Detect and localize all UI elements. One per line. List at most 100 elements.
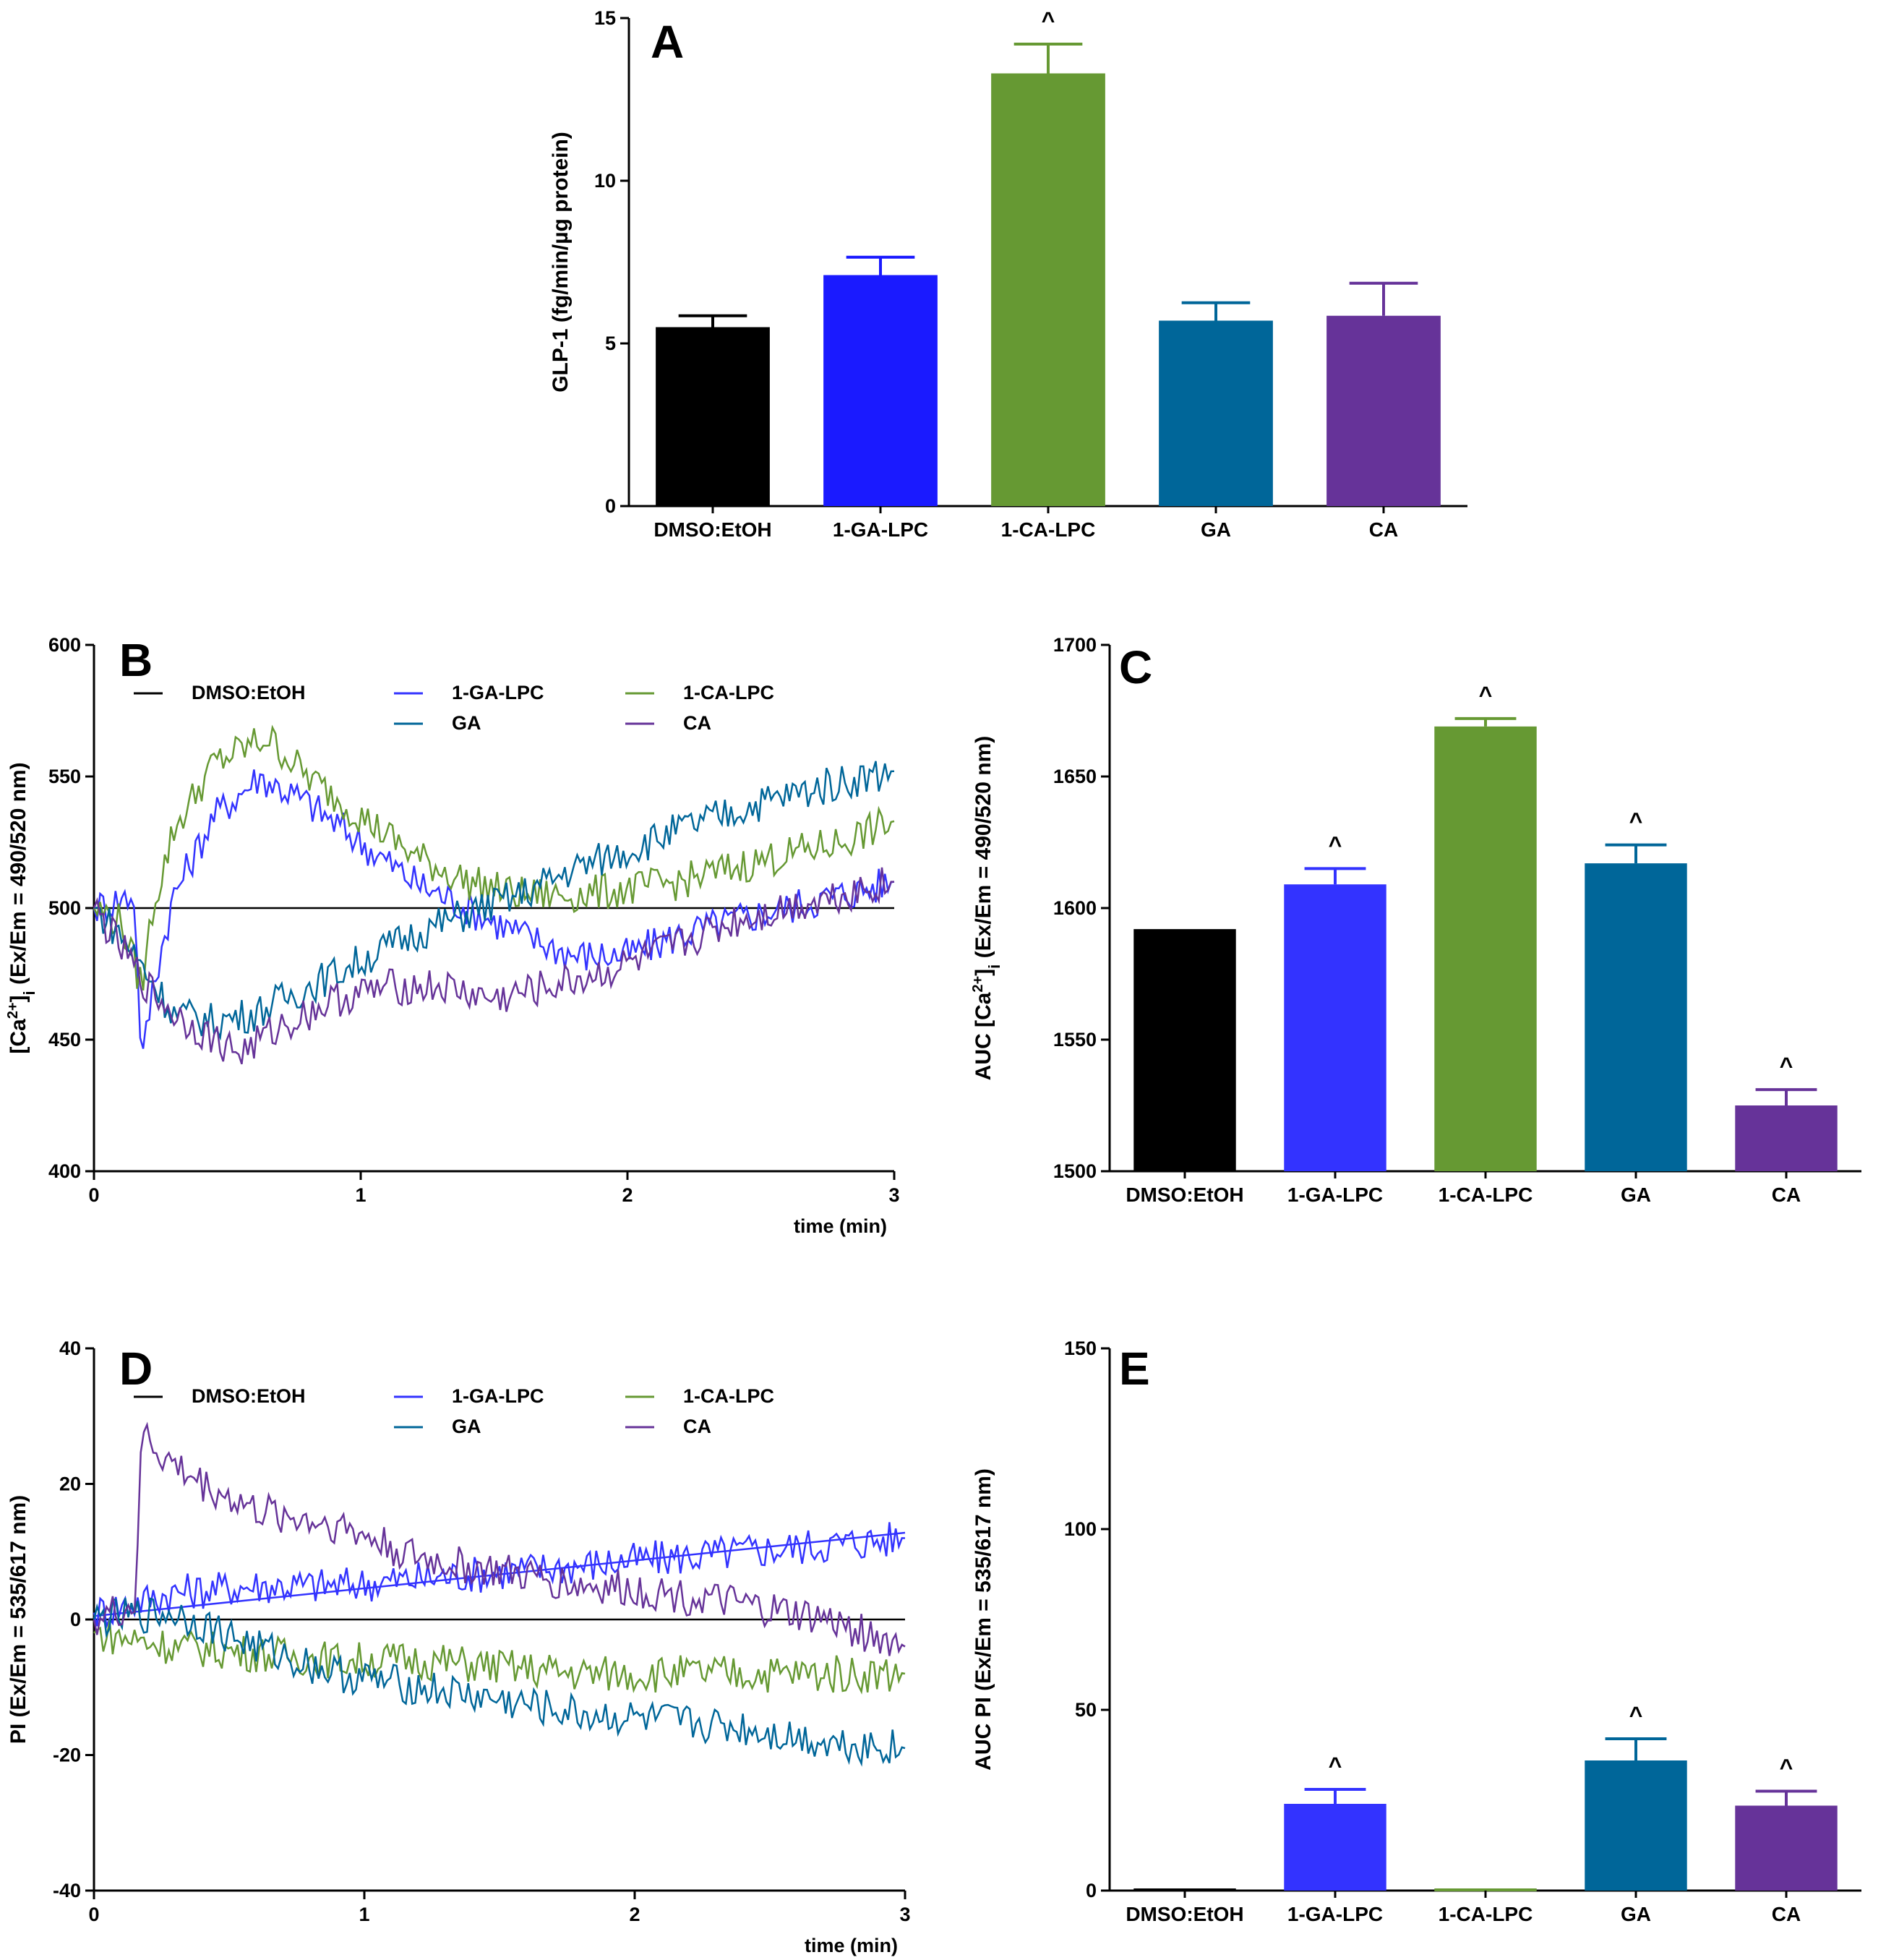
y-axis-label: AUC PI (Ex/Em = 535/617 nm) — [972, 1468, 995, 1771]
legend-label: GA — [452, 1416, 481, 1437]
y-tick-label: 0 — [605, 495, 616, 517]
significance-marker: ^ — [1629, 1702, 1643, 1728]
y-tick-label: 600 — [48, 634, 81, 656]
bar — [1326, 315, 1441, 506]
y-tick-label: 1700 — [1053, 634, 1097, 656]
panel-e: 0 50 100 150 DMSO:EtOH 1-GA-LPC ^ 1-CA-LPC GA ^ CA… — [972, 1338, 1861, 1925]
x-category-label: 1-GA-LPC — [1287, 1184, 1383, 1206]
x-category-label: 1-CA-LPC — [1439, 1903, 1533, 1925]
y-tick-label: 1650 — [1053, 766, 1097, 787]
bar — [1434, 726, 1537, 1171]
significance-marker: ^ — [1329, 831, 1342, 857]
x-category-label: CA — [1772, 1184, 1801, 1206]
panel-a: 0 5 10 15 DMSO:EtOH 1-GA-LPC 1-CA-LPC ^ GA CA A GLP… — [549, 7, 1467, 541]
panel-c: 1500 1550 1600 1650 1700 DMSO:EtOH 1-GA-LPC ^ 1-… — [970, 634, 1861, 1206]
x-tick-label: 3 — [899, 1904, 910, 1925]
x-tick-label: 0 — [88, 1184, 99, 1206]
x-category-label: CA — [1369, 518, 1398, 541]
x-tick-label: 1 — [355, 1184, 366, 1206]
bar — [1133, 929, 1236, 1171]
y-tick-label: 0 — [70, 1609, 81, 1630]
significance-marker: ^ — [1042, 7, 1055, 33]
significance-marker: ^ — [1329, 1753, 1342, 1779]
y-tick-label: 5 — [605, 333, 616, 354]
legend-label: DMSO:EtOH — [192, 1385, 306, 1407]
x-category-label: 1-CA-LPC — [1001, 518, 1096, 541]
panel-letter: B — [119, 634, 153, 686]
significance-marker: ^ — [1479, 682, 1493, 708]
x-category-label: 1-CA-LPC — [1439, 1184, 1533, 1206]
series-line — [93, 1421, 906, 1656]
legend-label: DMSO:EtOH — [192, 682, 306, 703]
legend-label: CA — [683, 712, 711, 734]
y-tick-label: 15 — [594, 7, 616, 29]
y-axis-label: AUC [Ca2+]i (Ex/Em = 490/520 nm) — [970, 736, 1003, 1081]
y-tick-label: 50 — [1075, 1699, 1097, 1721]
bar — [823, 275, 938, 506]
y-tick-label: 1600 — [1053, 897, 1097, 919]
bar — [1159, 320, 1273, 506]
series-line — [93, 761, 895, 1041]
significance-marker: ^ — [1780, 1053, 1793, 1079]
legend-label: GA — [452, 712, 481, 734]
bar — [1735, 1105, 1838, 1171]
legend-label: 1-CA-LPC — [683, 1385, 774, 1407]
x-tick-label: 2 — [629, 1904, 640, 1925]
x-category-label: DMSO:EtOH — [1126, 1903, 1243, 1925]
y-tick-label: 40 — [59, 1338, 81, 1359]
y-tick-label: -40 — [53, 1880, 81, 1901]
series-line — [93, 724, 895, 991]
x-tick-label: 0 — [88, 1904, 99, 1925]
y-tick-label: -20 — [53, 1745, 81, 1766]
x-category-label: DMSO:EtOH — [653, 518, 771, 541]
series-line — [93, 769, 895, 1049]
panel-letter: C — [1119, 641, 1152, 693]
y-tick-label: 1500 — [1053, 1160, 1097, 1182]
x-tick-label: 2 — [622, 1184, 633, 1206]
y-tick-label: 150 — [1064, 1338, 1097, 1359]
x-category-label: DMSO:EtOH — [1126, 1184, 1243, 1206]
series-line — [93, 1531, 906, 1617]
x-category-label: 1-GA-LPC — [1287, 1903, 1383, 1925]
y-tick-label: 500 — [48, 897, 81, 919]
series-line — [93, 1597, 906, 1767]
x-category-label: CA — [1772, 1903, 1801, 1925]
bar — [991, 73, 1105, 506]
significance-marker: ^ — [1629, 808, 1643, 834]
y-tick-label: 0 — [1086, 1880, 1097, 1901]
y-tick-label: 10 — [594, 170, 616, 192]
x-category-label: GA — [1621, 1903, 1651, 1925]
x-tick-label: 3 — [888, 1184, 899, 1206]
bar — [656, 327, 770, 506]
y-tick-label: 20 — [59, 1473, 81, 1495]
x-category-label: GA — [1621, 1184, 1651, 1206]
series-line — [93, 867, 894, 1065]
legend-label: 1-GA-LPC — [452, 1385, 544, 1407]
y-tick-label: 100 — [1064, 1518, 1097, 1540]
series-line — [93, 1522, 906, 1630]
bar — [1585, 863, 1687, 1171]
bar — [1735, 1805, 1838, 1891]
panel-letter: D — [119, 1343, 153, 1395]
x-axis-label: time (min) — [805, 1935, 898, 1956]
y-tick-label: 550 — [48, 766, 81, 787]
y-tick-label: 400 — [48, 1160, 81, 1182]
x-axis-label: time (min) — [794, 1215, 887, 1237]
x-category-label: GA — [1201, 518, 1231, 541]
x-tick-label: 1 — [359, 1904, 369, 1925]
legend-label: CA — [683, 1416, 711, 1437]
bar — [1284, 884, 1386, 1171]
legend-label: 1-GA-LPC — [452, 682, 544, 703]
panel-letter: E — [1119, 1343, 1150, 1395]
y-axis-label: GLP-1 (fg/min/µg protein) — [549, 132, 573, 393]
y-axis-label: [Ca2+]i (Ex/Em = 490/520 nm) — [5, 762, 38, 1053]
x-category-label: 1-GA-LPC — [833, 518, 928, 541]
y-tick-label: 1550 — [1053, 1029, 1097, 1050]
y-axis-label: PI (Ex/Em = 535/617 nm) — [7, 1495, 30, 1744]
significance-marker: ^ — [1780, 1755, 1793, 1781]
y-tick-label: 450 — [48, 1029, 81, 1050]
legend-label: 1-CA-LPC — [683, 682, 774, 703]
